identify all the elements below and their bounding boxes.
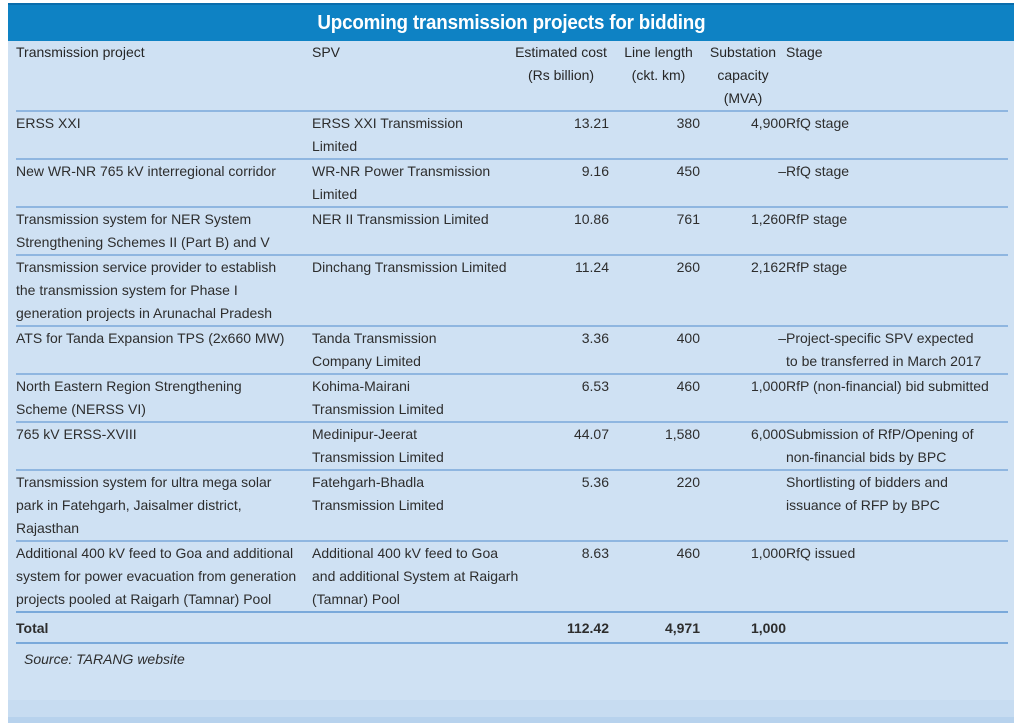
cell-substation-capacity: – [778,330,786,346]
cell-substation-capacity: – [778,163,786,179]
table-row: ERSS XXI ERSS XXI Transmission Limited 1… [16,111,1008,159]
cell-stage: RfQ stage [786,163,850,179]
cell-stage: Shortlisting of bidders and issuance of … [786,474,948,513]
table-row: New WR-NR 765 kV interregional corridor … [16,159,1008,207]
cell-spv: Tanda Transmission Company Limited [312,330,437,369]
cell-cost: 44.07 [573,426,609,442]
cell-cost: 13.21 [573,115,609,131]
col-header-estimated-cost: Estimated cost (Rs billion) [515,44,607,83]
cell-stage: RfQ stage [786,115,850,131]
cell-spv: Dinchang Transmission Limited [312,259,507,275]
cell-stage: RfQ issued [786,545,856,561]
cell-project: Transmission service provider to establi… [16,259,277,321]
cell-line-length: 1,580 [664,426,700,442]
cell-project: Transmission system for ultra mega solar… [16,474,272,536]
total-spv-cell [312,612,497,643]
cell-substation-capacity: 1,260 [750,211,786,227]
col-header-substation-capacity: Substation capacity (MVA) [709,44,777,106]
cell-cost: 3.36 [581,330,609,346]
col-header-spv: SPV [312,44,341,60]
table-row: Transmission service provider to establi… [16,255,1008,326]
cell-line-length: 450 [676,163,700,179]
cell-cost: 11.24 [575,259,609,275]
cell-substation-capacity: 1,000 [750,545,786,561]
cell-project: New WR-NR 765 kV interregional corridor [16,163,276,179]
cell-stage: RfP stage [786,259,848,275]
cell-project: ATS for Tanda Expansion TPS (2x660 MW) [16,330,285,346]
cell-spv: ERSS XXI Transmission Limited [312,115,463,154]
table-row: Additional 400 kV feed to Goa and additi… [16,541,1008,612]
footer-strip [8,700,1014,723]
cell-stage: RfP stage [786,211,848,227]
cell-project: North Eastern Region Strengthening Schem… [16,378,242,417]
cell-spv: WR-NR Power Transmission Limited [312,163,491,202]
total-line-length: 4,971 [664,620,700,636]
cell-substation-capacity: 2,162 [750,259,786,275]
cell-stage: Project-specific SPV expected to be tran… [786,330,982,369]
cell-stage: RfP (non-financial) bid submitted [786,378,989,394]
cell-substation-capacity: 4,900 [750,115,786,131]
cell-line-length: 460 [676,378,700,394]
projects-table: Transmission project SPV Estimated cost … [16,41,1008,644]
table-row: North Eastern Region Strengthening Schem… [16,374,1008,422]
cell-project: 765 kV ERSS-XVIII [16,426,137,442]
cell-cost: 10.86 [573,211,609,227]
table-panel: Upcoming transmission projects for biddi… [8,3,1014,723]
cell-project: Additional 400 kV feed to Goa and additi… [16,545,297,607]
total-row: Total 112.42 4,971 1,000 [16,612,1008,643]
table-title-bar: Upcoming transmission projects for biddi… [8,3,1014,41]
cell-spv: Fatehgarh-Bhadla Transmission Limited [312,474,444,513]
table-title: Upcoming transmission projects for biddi… [317,11,705,34]
col-header-transmission-project: Transmission project [16,44,145,60]
cell-cost: 9.16 [581,163,609,179]
cell-cost: 5.36 [581,474,609,490]
table-body-area: Transmission project SPV Estimated cost … [8,41,1014,700]
total-substation-capacity: 1,000 [750,620,786,636]
cell-line-length: 220 [676,474,700,490]
cell-line-length: 260 [676,259,700,275]
cell-line-length: 380 [676,115,700,131]
cell-spv: Kohima-Mairani Transmission Limited [312,378,444,417]
cell-substation-capacity [700,470,786,541]
cell-substation-capacity: 1,000 [750,378,786,394]
cell-cost: 8.63 [581,545,609,561]
cell-spv: Additional 400 kV feed to Goa and additi… [312,545,519,607]
cell-stage: Submission of RfP/Opening of non-financi… [786,426,974,465]
total-stage-cell [786,612,1008,643]
cell-line-length: 761 [676,211,700,227]
source-note: Source: TARANG website [24,651,185,667]
table-row: 765 kV ERSS-XVIII Medinipur-Jeerat Trans… [16,422,1008,470]
total-label: Total [16,620,49,636]
cell-line-length: 460 [676,545,700,561]
header-row: Transmission project SPV Estimated cost … [16,41,1008,111]
cell-cost: 6.53 [581,378,609,394]
cell-spv: NER II Transmission Limited [312,211,489,227]
col-header-stage: Stage [786,44,823,60]
cell-substation-capacity: 6,000 [750,426,786,442]
cell-project: ERSS XXI [16,115,81,131]
cell-spv: Medinipur-Jeerat Transmission Limited [312,426,444,465]
total-cost: 112.42 [566,620,609,636]
table-row: ATS for Tanda Expansion TPS (2x660 MW) T… [16,326,1008,374]
table-row: Transmission system for NER System Stren… [16,207,1008,255]
table-row: Transmission system for ultra mega solar… [16,470,1008,541]
cell-line-length: 400 [676,330,700,346]
cell-project: Transmission system for NER System Stren… [16,211,270,250]
col-header-line-length: Line length (ckt. km) [624,44,693,83]
